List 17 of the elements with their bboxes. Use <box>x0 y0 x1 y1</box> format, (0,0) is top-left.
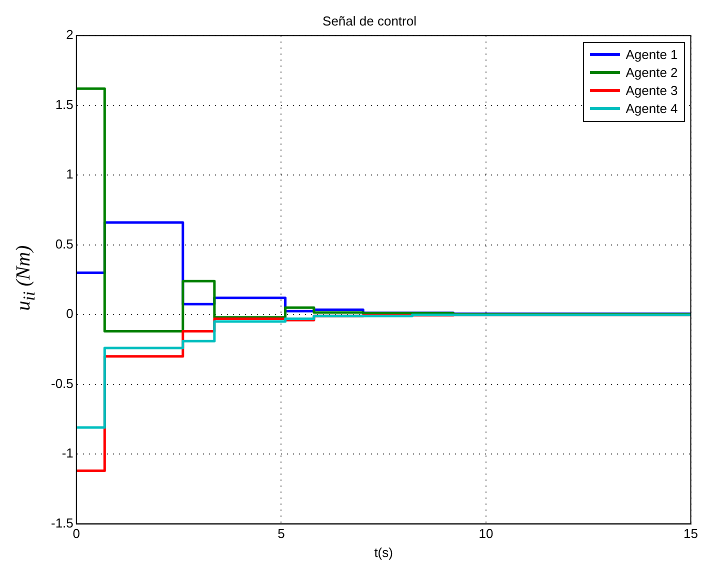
y-tick-label: -1.5 <box>50 515 74 530</box>
y-tick-label: -0.5 <box>50 376 74 391</box>
y-tick-label: 1.5 <box>55 96 74 112</box>
x-axis-title: t(s) <box>374 544 393 560</box>
x-tick-label: 15 <box>684 526 698 542</box>
y-tick-label: 0 <box>66 306 74 322</box>
legend-label: Agente 1 <box>626 46 678 64</box>
y-tick-label: 2 <box>66 27 74 42</box>
x-tick-label: 10 <box>478 526 494 542</box>
legend-label: Agente 4 <box>626 100 678 118</box>
chart-title: Señal de control <box>322 13 417 28</box>
legend-label: Agente 2 <box>626 64 678 82</box>
y-tick-label: 0.5 <box>55 236 74 252</box>
y-tick-label: -1 <box>62 446 74 461</box>
legend-label: Agente 3 <box>626 82 678 100</box>
x-tick-label: 5 <box>278 526 285 542</box>
y-tick-label: 1 <box>66 166 74 182</box>
